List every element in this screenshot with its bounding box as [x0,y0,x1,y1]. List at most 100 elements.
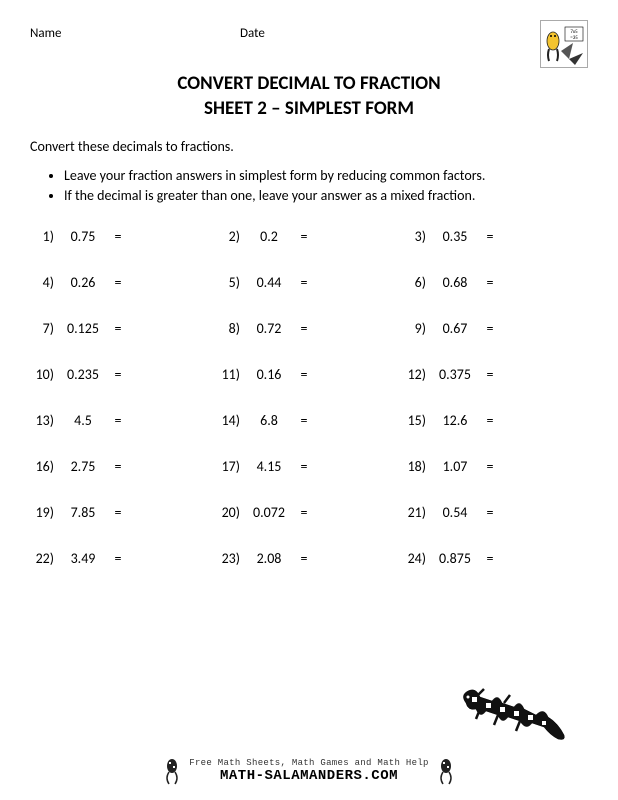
problem-number: 13) [30,412,58,429]
instruction-bullets: Leave your fraction answers in simplest … [64,167,588,204]
problem-value: 6.8 [244,412,294,429]
problem-value: 0.72 [244,320,294,337]
problem-number: 7) [30,320,58,337]
problems-grid: 1)0.75=2)0.2=3)0.35=4)0.26=5)0.44=6)0.68… [30,228,588,567]
problem-value: 0.375 [430,366,480,383]
problem-cell: 4)0.26= [30,274,216,291]
equals-sign: = [480,458,500,475]
problem-number: 14) [216,412,244,429]
problem-cell: 13)4.5= [30,412,216,429]
problem-value: 1.07 [430,458,480,475]
problem-number: 24) [402,550,430,567]
problem-number: 4) [30,274,58,291]
problem-value: 4.15 [244,458,294,475]
equals-sign: = [480,228,500,245]
problem-cell: 11)0.16= [216,366,402,383]
problem-number: 17) [216,458,244,475]
footer-url: MATH-SALAMANDERS.COM [189,768,428,784]
problem-number: 9) [402,320,430,337]
equals-sign: = [294,458,314,475]
problem-value: 0.35 [430,228,480,245]
problem-value: 12.6 [430,412,480,429]
footer-salamander-icon [435,756,457,786]
name-label: Name [30,26,61,41]
equals-sign: = [480,504,500,521]
problem-value: 0.67 [430,320,480,337]
footer-tagline: Free Math Sheets, Math Games and Math He… [189,758,428,768]
problem-value: 3.49 [58,550,108,567]
problem-row: 7)0.125=8)0.72=9)0.67= [30,320,588,337]
problem-number: 2) [216,228,244,245]
problem-row: 19)7.85=20)0.072=21)0.54= [30,504,588,521]
equals-sign: = [294,504,314,521]
problem-value: 0.54 [430,504,480,521]
problem-cell: 8)0.72= [216,320,402,337]
problem-value: 0.26 [58,274,108,291]
footer-salamander-icon [161,756,183,786]
problem-row: 10)0.235=11)0.16=12)0.375= [30,366,588,383]
problem-value: 0.125 [58,320,108,337]
problem-cell: 9)0.67= [402,320,588,337]
problem-value: 2.75 [58,458,108,475]
problem-number: 12) [402,366,430,383]
equals-sign: = [108,504,128,521]
problem-number: 3) [402,228,430,245]
problem-cell: 14)6.8= [216,412,402,429]
problem-value: 0.875 [430,550,480,567]
equals-sign: = [294,320,314,337]
problem-value: 7.85 [58,504,108,521]
problem-cell: 18)1.07= [402,458,588,475]
problem-cell: 16)2.75= [30,458,216,475]
problem-value: 0.68 [430,274,480,291]
problem-cell: 19)7.85= [30,504,216,521]
problem-row: 1)0.75=2)0.2=3)0.35= [30,228,588,245]
problem-cell: 2)0.2= [216,228,402,245]
problem-cell: 24)0.875= [402,550,588,567]
problem-row: 13)4.5=14)6.8=15)12.6= [30,412,588,429]
equals-sign: = [480,274,500,291]
problem-row: 4)0.26=5)0.44=6)0.68= [30,274,588,291]
problem-number: 22) [30,550,58,567]
equals-sign: = [108,458,128,475]
equals-sign: = [108,320,128,337]
equals-sign: = [294,412,314,429]
problem-cell: 1)0.75= [30,228,216,245]
instructions-text: Convert these decimals to fractions. [30,138,588,155]
logo-icon: 7x5 =35 [540,20,588,68]
problem-cell: 6)0.68= [402,274,588,291]
equals-sign: = [480,320,500,337]
problem-number: 1) [30,228,58,245]
problem-value: 0.44 [244,274,294,291]
svg-text:=35: =35 [570,35,578,41]
bullet-item: If the decimal is greater than one, leav… [64,187,588,204]
equals-sign: = [108,228,128,245]
equals-sign: = [108,412,128,429]
problem-number: 23) [216,550,244,567]
problem-value: 2.08 [244,550,294,567]
problem-number: 19) [30,504,58,521]
problem-cell: 5)0.44= [216,274,402,291]
equals-sign: = [294,366,314,383]
equals-sign: = [108,366,128,383]
problem-number: 6) [402,274,430,291]
problem-number: 20) [216,504,244,521]
problem-value: 4.5 [58,412,108,429]
equals-sign: = [480,366,500,383]
date-label: Date [240,26,265,41]
problem-row: 22)3.49=23)2.08=24)0.875= [30,550,588,567]
problem-value: 0.235 [58,366,108,383]
problem-number: 15) [402,412,430,429]
problem-cell: 15)12.6= [402,412,588,429]
bullet-item: Leave your fraction answers in simplest … [64,167,588,184]
problem-number: 18) [402,458,430,475]
page-subtitle: SHEET 2 – SIMPLEST FORM [30,97,588,120]
equals-sign: = [294,228,314,245]
problem-cell: 21)0.54= [402,504,588,521]
problem-cell: 23)2.08= [216,550,402,567]
equals-sign: = [480,412,500,429]
header-row: Name Date 7x5 =35 [30,20,588,70]
problem-number: 5) [216,274,244,291]
equals-sign: = [294,550,314,567]
problem-cell: 22)3.49= [30,550,216,567]
problem-number: 11) [216,366,244,383]
